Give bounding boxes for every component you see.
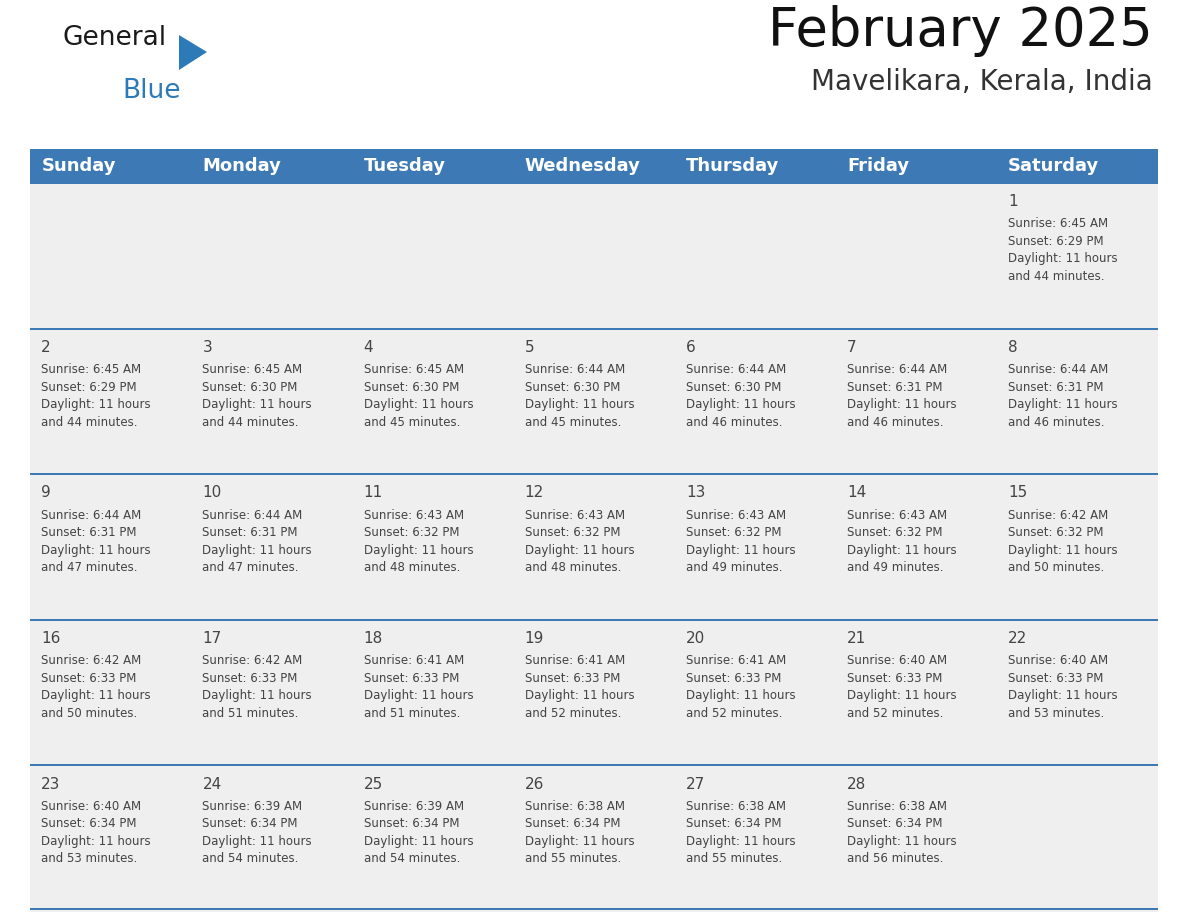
Text: Sunrise: 6:43 AM
Sunset: 6:32 PM
Daylight: 11 hours
and 49 minutes.: Sunrise: 6:43 AM Sunset: 6:32 PM Dayligh… [847, 509, 956, 574]
Text: Blue: Blue [122, 78, 181, 104]
Text: 16: 16 [42, 631, 61, 646]
Text: Sunrise: 6:43 AM
Sunset: 6:32 PM
Daylight: 11 hours
and 48 minutes.: Sunrise: 6:43 AM Sunset: 6:32 PM Dayligh… [525, 509, 634, 574]
Text: Sunrise: 6:38 AM
Sunset: 6:34 PM
Daylight: 11 hours
and 56 minutes.: Sunrise: 6:38 AM Sunset: 6:34 PM Dayligh… [847, 800, 956, 866]
Text: Friday: Friday [847, 157, 909, 175]
Text: Sunrise: 6:41 AM
Sunset: 6:33 PM
Daylight: 11 hours
and 52 minutes.: Sunrise: 6:41 AM Sunset: 6:33 PM Dayligh… [525, 655, 634, 720]
Text: Thursday: Thursday [685, 157, 779, 175]
Text: Sunrise: 6:45 AM
Sunset: 6:29 PM
Daylight: 11 hours
and 44 minutes.: Sunrise: 6:45 AM Sunset: 6:29 PM Dayligh… [42, 364, 151, 429]
Text: Sunrise: 6:41 AM
Sunset: 6:33 PM
Daylight: 11 hours
and 51 minutes.: Sunrise: 6:41 AM Sunset: 6:33 PM Dayligh… [364, 655, 473, 720]
Text: Sunrise: 6:44 AM
Sunset: 6:31 PM
Daylight: 11 hours
and 47 minutes.: Sunrise: 6:44 AM Sunset: 6:31 PM Dayligh… [202, 509, 312, 574]
Text: 3: 3 [202, 340, 213, 354]
Text: 23: 23 [42, 777, 61, 791]
Text: Sunrise: 6:44 AM
Sunset: 6:30 PM
Daylight: 11 hours
and 46 minutes.: Sunrise: 6:44 AM Sunset: 6:30 PM Dayligh… [685, 364, 796, 429]
Text: Sunrise: 6:44 AM
Sunset: 6:31 PM
Daylight: 11 hours
and 47 minutes.: Sunrise: 6:44 AM Sunset: 6:31 PM Dayligh… [42, 509, 151, 574]
Text: 20: 20 [685, 631, 706, 646]
Text: 6: 6 [685, 340, 696, 354]
Text: 19: 19 [525, 631, 544, 646]
Text: Sunrise: 6:45 AM
Sunset: 6:30 PM
Daylight: 11 hours
and 44 minutes.: Sunrise: 6:45 AM Sunset: 6:30 PM Dayligh… [202, 364, 312, 429]
Text: 5: 5 [525, 340, 535, 354]
Text: Sunrise: 6:43 AM
Sunset: 6:32 PM
Daylight: 11 hours
and 48 minutes.: Sunrise: 6:43 AM Sunset: 6:32 PM Dayligh… [364, 509, 473, 574]
Text: Tuesday: Tuesday [364, 157, 446, 175]
Text: Sunrise: 6:45 AM
Sunset: 6:29 PM
Daylight: 11 hours
and 44 minutes.: Sunrise: 6:45 AM Sunset: 6:29 PM Dayligh… [1009, 218, 1118, 283]
Text: Sunrise: 6:41 AM
Sunset: 6:33 PM
Daylight: 11 hours
and 52 minutes.: Sunrise: 6:41 AM Sunset: 6:33 PM Dayligh… [685, 655, 796, 720]
Text: 17: 17 [202, 631, 222, 646]
Text: General: General [62, 25, 166, 51]
Text: 26: 26 [525, 777, 544, 791]
Text: Sunday: Sunday [42, 157, 115, 175]
Text: 9: 9 [42, 486, 51, 500]
Text: Sunrise: 6:44 AM
Sunset: 6:30 PM
Daylight: 11 hours
and 45 minutes.: Sunrise: 6:44 AM Sunset: 6:30 PM Dayligh… [525, 364, 634, 429]
Text: Sunrise: 6:39 AM
Sunset: 6:34 PM
Daylight: 11 hours
and 54 minutes.: Sunrise: 6:39 AM Sunset: 6:34 PM Dayligh… [364, 800, 473, 866]
Text: Sunrise: 6:42 AM
Sunset: 6:32 PM
Daylight: 11 hours
and 50 minutes.: Sunrise: 6:42 AM Sunset: 6:32 PM Dayligh… [1009, 509, 1118, 574]
Text: Sunrise: 6:45 AM
Sunset: 6:30 PM
Daylight: 11 hours
and 45 minutes.: Sunrise: 6:45 AM Sunset: 6:30 PM Dayligh… [364, 364, 473, 429]
Text: Sunrise: 6:39 AM
Sunset: 6:34 PM
Daylight: 11 hours
and 54 minutes.: Sunrise: 6:39 AM Sunset: 6:34 PM Dayligh… [202, 800, 312, 866]
Text: Sunrise: 6:40 AM
Sunset: 6:33 PM
Daylight: 11 hours
and 52 minutes.: Sunrise: 6:40 AM Sunset: 6:33 PM Dayligh… [847, 655, 956, 720]
Text: Sunrise: 6:40 AM
Sunset: 6:33 PM
Daylight: 11 hours
and 53 minutes.: Sunrise: 6:40 AM Sunset: 6:33 PM Dayligh… [1009, 655, 1118, 720]
Text: 10: 10 [202, 486, 222, 500]
Text: 8: 8 [1009, 340, 1018, 354]
Text: Sunrise: 6:42 AM
Sunset: 6:33 PM
Daylight: 11 hours
and 51 minutes.: Sunrise: 6:42 AM Sunset: 6:33 PM Dayligh… [202, 655, 312, 720]
Text: 18: 18 [364, 631, 383, 646]
Text: 11: 11 [364, 486, 383, 500]
Text: 7: 7 [847, 340, 857, 354]
Text: Sunrise: 6:44 AM
Sunset: 6:31 PM
Daylight: 11 hours
and 46 minutes.: Sunrise: 6:44 AM Sunset: 6:31 PM Dayligh… [847, 364, 956, 429]
Text: Wednesday: Wednesday [525, 157, 640, 175]
Text: Sunrise: 6:38 AM
Sunset: 6:34 PM
Daylight: 11 hours
and 55 minutes.: Sunrise: 6:38 AM Sunset: 6:34 PM Dayligh… [685, 800, 796, 866]
Text: 28: 28 [847, 777, 866, 791]
Text: 15: 15 [1009, 486, 1028, 500]
Text: 24: 24 [202, 777, 222, 791]
Text: 25: 25 [364, 777, 383, 791]
Text: 21: 21 [847, 631, 866, 646]
Text: 2: 2 [42, 340, 51, 354]
Text: 13: 13 [685, 486, 706, 500]
Text: Sunrise: 6:44 AM
Sunset: 6:31 PM
Daylight: 11 hours
and 46 minutes.: Sunrise: 6:44 AM Sunset: 6:31 PM Dayligh… [1009, 364, 1118, 429]
Text: 4: 4 [364, 340, 373, 354]
Text: 27: 27 [685, 777, 706, 791]
Text: 1: 1 [1009, 195, 1018, 209]
Polygon shape [179, 35, 207, 70]
Text: 22: 22 [1009, 631, 1028, 646]
Text: February 2025: February 2025 [769, 5, 1154, 57]
Text: Monday: Monday [202, 157, 282, 175]
Text: Sunrise: 6:42 AM
Sunset: 6:33 PM
Daylight: 11 hours
and 50 minutes.: Sunrise: 6:42 AM Sunset: 6:33 PM Dayligh… [42, 655, 151, 720]
Text: Mavelikara, Kerala, India: Mavelikara, Kerala, India [811, 68, 1154, 96]
Text: 12: 12 [525, 486, 544, 500]
Text: Sunrise: 6:40 AM
Sunset: 6:34 PM
Daylight: 11 hours
and 53 minutes.: Sunrise: 6:40 AM Sunset: 6:34 PM Dayligh… [42, 800, 151, 866]
Text: Sunrise: 6:38 AM
Sunset: 6:34 PM
Daylight: 11 hours
and 55 minutes.: Sunrise: 6:38 AM Sunset: 6:34 PM Dayligh… [525, 800, 634, 866]
Text: 14: 14 [847, 486, 866, 500]
Text: Sunrise: 6:43 AM
Sunset: 6:32 PM
Daylight: 11 hours
and 49 minutes.: Sunrise: 6:43 AM Sunset: 6:32 PM Dayligh… [685, 509, 796, 574]
Text: Saturday: Saturday [1009, 157, 1099, 175]
